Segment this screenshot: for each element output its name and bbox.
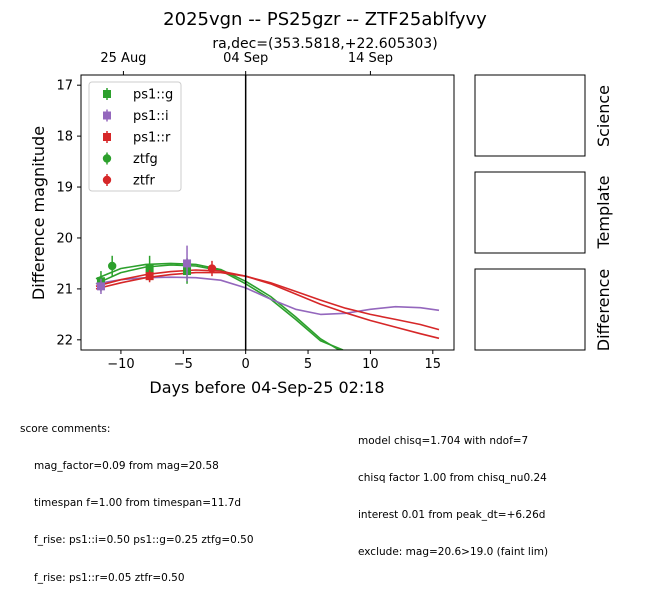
x-tick-label: 15 (425, 357, 442, 372)
y-tick-label: 19 (56, 181, 73, 196)
model-comment-line: chisq factor 1.00 from chisq_nu0.24 (358, 472, 547, 485)
score-comments-header: score comments: (20, 422, 111, 435)
legend-frame (88, 81, 182, 192)
top-axis-ticks: 25 Aug 04 Sep 14 Sep (100, 51, 393, 75)
legend-swatch-ps1::g (103, 90, 111, 98)
legend-label-ps1::i: ps1::i (133, 109, 169, 124)
top-tick-label: 25 Aug (100, 51, 146, 66)
legend-label-ztfr: ztfr (133, 174, 155, 189)
data-point-ztfr (207, 264, 217, 273)
x-tick-label: 10 (362, 357, 379, 372)
difference-label: Difference (594, 269, 613, 351)
x-tick-label: 5 (304, 357, 312, 372)
legend-label-ztfg: ztfg (133, 152, 158, 167)
figure: 2025vgn -- PS25gzr -- ZTF25ablfyvy ra,de… (29, 9, 613, 397)
legend-swatch-ps1::r (103, 133, 111, 141)
x-tick-label: −10 (107, 357, 134, 372)
legend-swatch-ztfr (102, 175, 112, 185)
y-axis-ticks: 17 18 19 20 21 22 (56, 79, 81, 348)
model-comment-line: exclude: mag=20.6>19.0 (faint lim) (358, 546, 549, 559)
model-curves (95, 262, 440, 350)
model-curve-2 (95, 276, 440, 316)
x-axis-ticks: −10 −5 0 5 10 15 (107, 350, 441, 372)
score-comment-line: f_rise: ps1::i=0.50 ps1::g=0.25 ztfg=0.5… (34, 534, 254, 547)
legend-label-ps1::g: ps1::g (133, 88, 173, 103)
model-comments: model chisq=1.704 with ndof=7 chisq fact… (358, 410, 548, 571)
plot-area: −10 −5 0 5 10 15 17 18 19 20 21 22 25 Aug 04 Sep 14 … (56, 51, 455, 372)
data-point-ps1::r (145, 272, 154, 281)
score-comment-line: mag_factor=0.09 from mag=20.58 (34, 460, 219, 473)
plot-frame (80, 74, 455, 351)
model-comment-line: interest 0.01 from peak_dt=+6.26d (358, 509, 546, 522)
chart-subtitle: ra,dec=(353.5818,+22.605303) (212, 36, 437, 52)
legend-swatch-ps1::i (103, 111, 111, 120)
y-tick-label: 20 (56, 231, 73, 246)
science-panel (474, 74, 586, 157)
data-point-ps1::i (183, 259, 192, 268)
data-markers (96, 245, 217, 294)
model-curve-3 (95, 269, 440, 331)
x-axis-label: Days before 04-Sep-25 02:18 (149, 378, 384, 397)
template-label: Template (594, 175, 613, 249)
top-tick-label: 04 Sep (223, 51, 268, 66)
y-tick-label: 22 (56, 333, 73, 348)
y-tick-label: 18 (56, 130, 73, 145)
chart-title: 2025vgn -- PS25gzr -- ZTF25ablfyvy (163, 9, 487, 30)
x-tick-label: 0 (242, 357, 250, 372)
x-tick-label: −5 (174, 357, 193, 372)
data-point-ztfg (107, 261, 117, 271)
data-point-ps1::i (96, 282, 105, 291)
score-comment-line: f_rise: ps1::r=0.05 ztfr=0.50 (34, 571, 185, 584)
score-comment-line: timespan f=1.00 from timespan=11.7d (34, 497, 242, 510)
difference-panel (474, 268, 586, 351)
y-axis-label: Difference magnitude (29, 126, 48, 300)
legend-label-ps1::r: ps1::r (133, 131, 171, 146)
score-comments: score comments: mag_factor=0.09 from mag… (20, 398, 254, 597)
data-point-ps1::g (145, 264, 154, 273)
top-tick-label: 14 Sep (348, 51, 393, 66)
science-label: Science (594, 85, 613, 147)
cutout-panels: Science Template Difference (474, 74, 613, 351)
template-panel (474, 171, 586, 254)
y-tick-label: 21 (56, 282, 73, 297)
model-comment-line: model chisq=1.704 with ndof=7 (358, 434, 529, 447)
y-tick-label: 17 (56, 79, 73, 94)
model-curve-0 (95, 262, 340, 350)
model-curve-4 (95, 271, 440, 340)
legend-swatch-ztfg (102, 154, 112, 163)
